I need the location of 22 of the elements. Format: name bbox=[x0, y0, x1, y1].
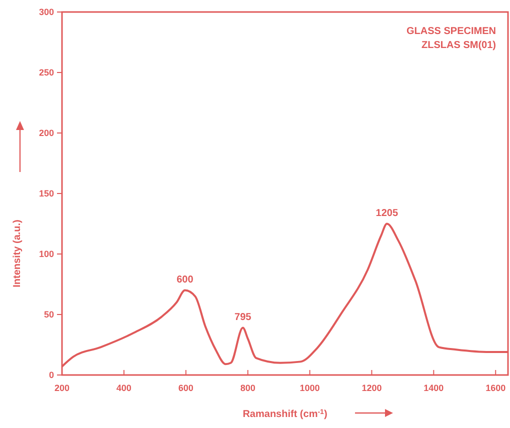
x-tick-label: 200 bbox=[54, 383, 70, 393]
x-tick-label: 1600 bbox=[486, 383, 506, 393]
x-tick-label: 600 bbox=[178, 383, 194, 393]
x-tick-label: 400 bbox=[116, 383, 132, 393]
y-tick-label: 300 bbox=[38, 7, 54, 18]
y-tick-label: 50 bbox=[44, 310, 54, 320]
x-tick-label: 800 bbox=[240, 383, 256, 393]
annotation: 600 bbox=[176, 274, 194, 286]
x-axis-title: Ramanshift (cm$^{-1}$) bbox=[242, 408, 328, 420]
x-tick-label: 1400 bbox=[424, 383, 444, 393]
x-tick-label: 1000 bbox=[300, 383, 320, 393]
annotation: 795 bbox=[234, 312, 252, 323]
y-axis-title: Intensity (a.u.) bbox=[12, 220, 23, 288]
y-tick-label: 100 bbox=[38, 249, 54, 260]
text: GLASS SPECIMEN bbox=[406, 26, 496, 37]
y-tick-label: 250 bbox=[38, 68, 54, 78]
annotation: 1205 bbox=[376, 208, 398, 219]
text: ZLSLAS SM(01) bbox=[422, 40, 496, 51]
y-tick-label: 0 bbox=[48, 370, 54, 380]
y-tick-label: 150 bbox=[38, 188, 54, 199]
x-tick-label: 1200 bbox=[362, 383, 382, 393]
y-tick-label: 200 bbox=[38, 128, 54, 138]
